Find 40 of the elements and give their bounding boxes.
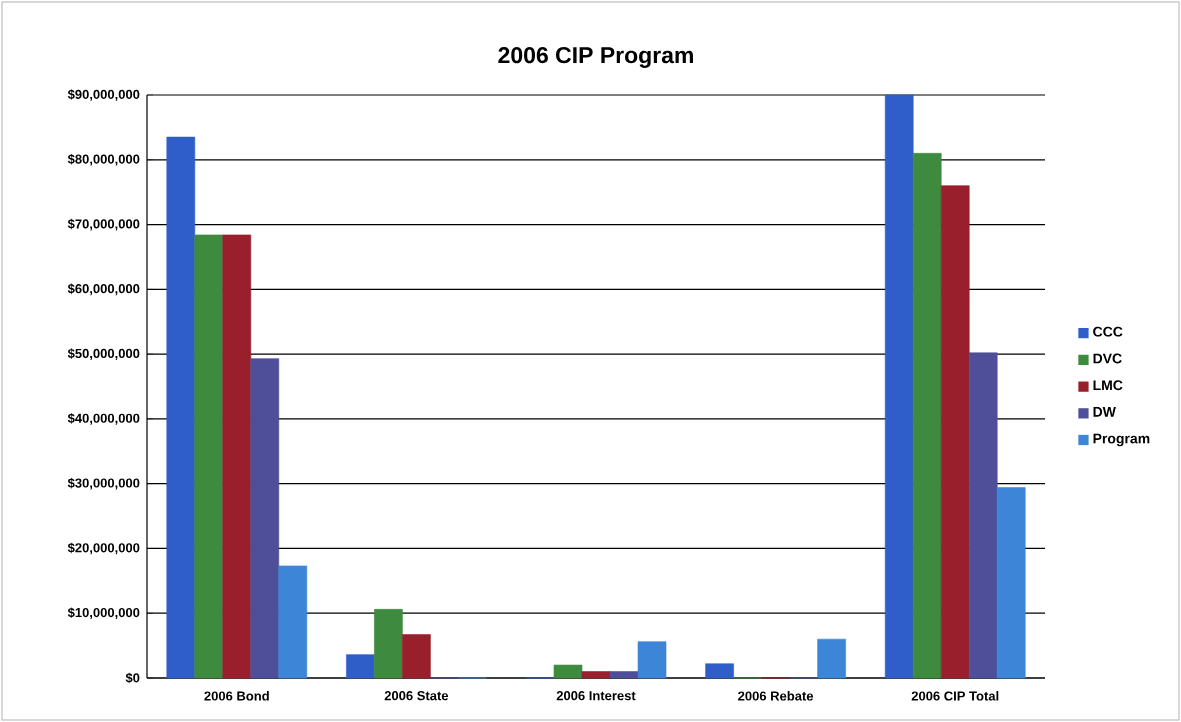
- bar: [346, 654, 375, 679]
- x-tick-label: 2006 Bond: [204, 691, 269, 701]
- x-tick-label: 2006 CIP Total: [911, 691, 999, 701]
- y-tick-label: $70,000,000: [67, 218, 140, 231]
- x-tick-label: 2006 State: [384, 691, 449, 701]
- y-tick-label: $60,000,000: [67, 283, 140, 296]
- y-tick-label: $10,000,000: [67, 607, 140, 620]
- bar: [166, 136, 196, 679]
- bar: [581, 671, 611, 679]
- bar: [912, 153, 942, 679]
- legend-label: DVC: [1093, 353, 1122, 364]
- y-tick-label: $40,000,000: [67, 413, 140, 425]
- y-tick-label: $90,000,000: [67, 89, 140, 101]
- y-tick-label: $50,000,000: [67, 348, 140, 360]
- chart-title: 2006 CIP Program: [498, 47, 693, 68]
- bar: [817, 638, 846, 679]
- bar: [609, 671, 639, 679]
- bar: [637, 641, 667, 679]
- bar: [553, 664, 583, 679]
- x-tick-label: 2006 Interest: [556, 691, 636, 701]
- legend-label: LMC: [1093, 380, 1123, 391]
- bar: [374, 609, 403, 679]
- x-tick-label: 2006 Rebate: [738, 691, 814, 701]
- bar: [250, 358, 280, 679]
- bar: [940, 185, 970, 679]
- y-tick-label: $20,000,000: [67, 542, 140, 555]
- bar: [402, 634, 431, 679]
- bar: [222, 234, 252, 679]
- bar: [884, 94, 914, 679]
- bar: [996, 487, 1026, 679]
- bar: [194, 234, 224, 679]
- legend-label: DW: [1093, 407, 1116, 417]
- bar: [705, 663, 734, 679]
- y-tick-label: $80,000,000: [67, 153, 140, 166]
- y-tick-label: $0: [125, 672, 140, 684]
- legend-label: Program: [1093, 433, 1150, 447]
- bar: [968, 352, 998, 679]
- y-tick-label: $30,000,000: [67, 477, 140, 490]
- legend-label: CCC: [1093, 326, 1123, 337]
- bar: [278, 565, 308, 679]
